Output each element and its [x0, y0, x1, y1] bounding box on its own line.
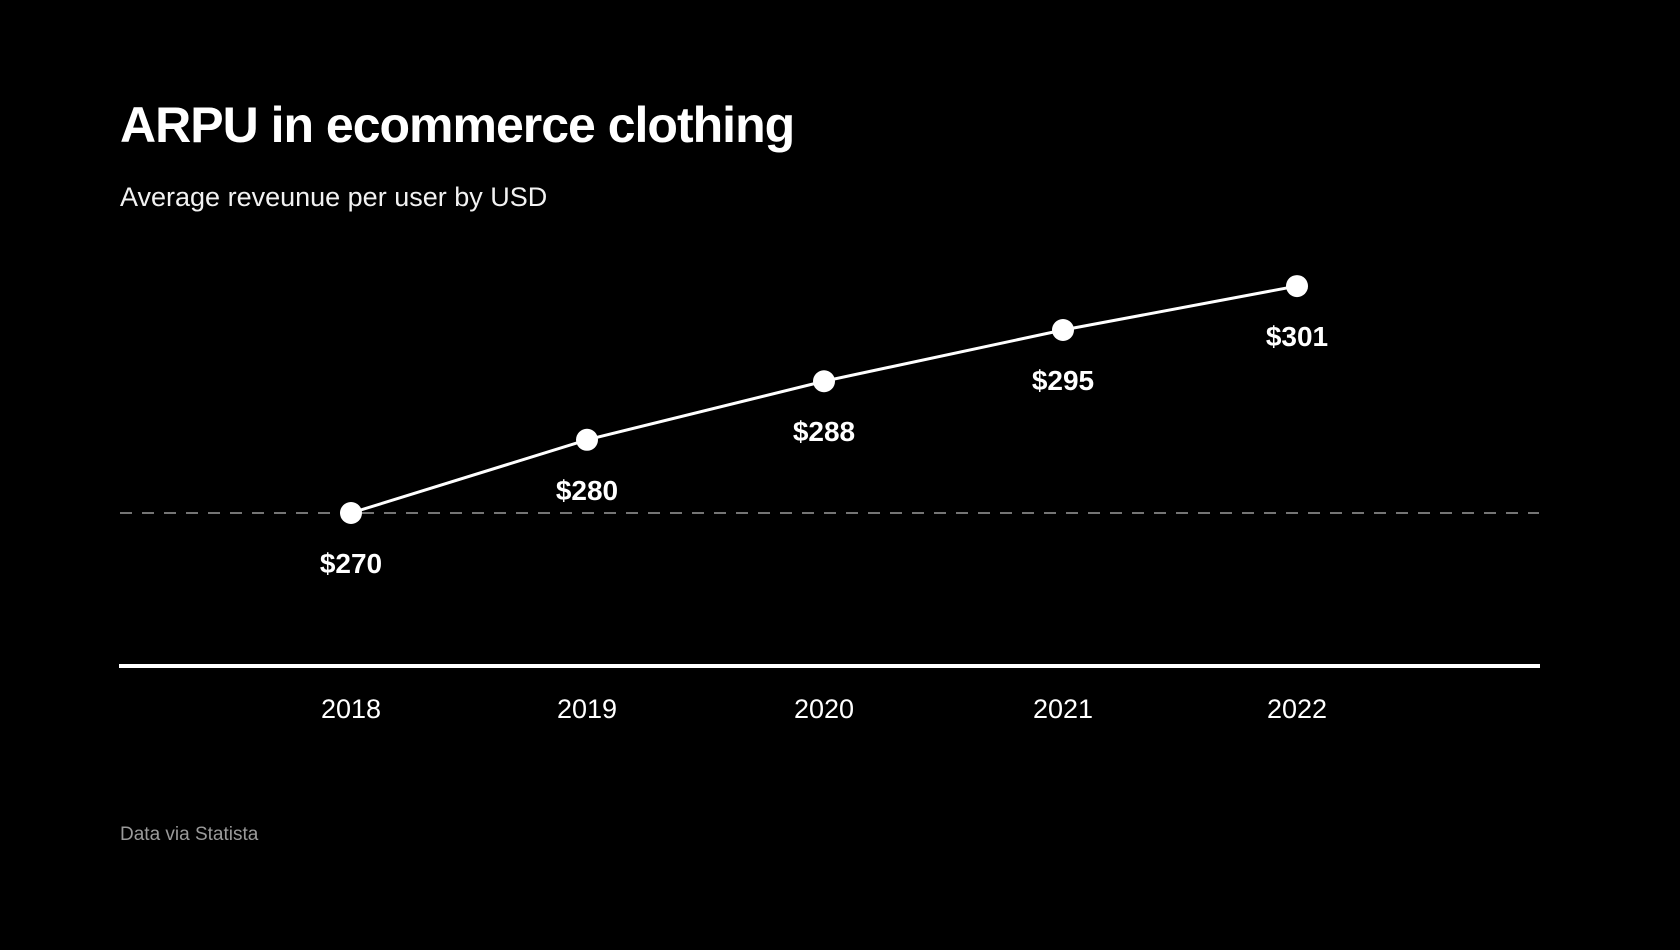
chart-title: ARPU in ecommerce clothing [120, 97, 795, 153]
source-note: Data via Statista [120, 824, 259, 845]
x-tick-label-2020: 2020 [794, 694, 854, 724]
data-label-2018: $270 [320, 548, 382, 579]
data-point-2018 [340, 502, 362, 524]
series-line [350, 284, 1298, 515]
data-point-2022 [1286, 275, 1308, 298]
x-tick-label-2021: 2021 [1033, 694, 1093, 724]
data-point-2019 [576, 428, 598, 451]
data-label-2019: $280 [556, 475, 618, 506]
data-point-2021 [1052, 319, 1074, 341]
data-label-2020: $288 [793, 416, 855, 447]
x-tick-label-2022: 2022 [1267, 694, 1327, 724]
chart-subtitle: Average reveunue per user by USD [120, 182, 548, 212]
data-point-2020 [813, 370, 835, 393]
x-tick-label-2019: 2019 [557, 694, 617, 724]
x-tick-label-2018: 2018 [321, 694, 381, 724]
data-label-2022: $301 [1266, 321, 1328, 352]
data-label-2021: $295 [1032, 365, 1094, 396]
